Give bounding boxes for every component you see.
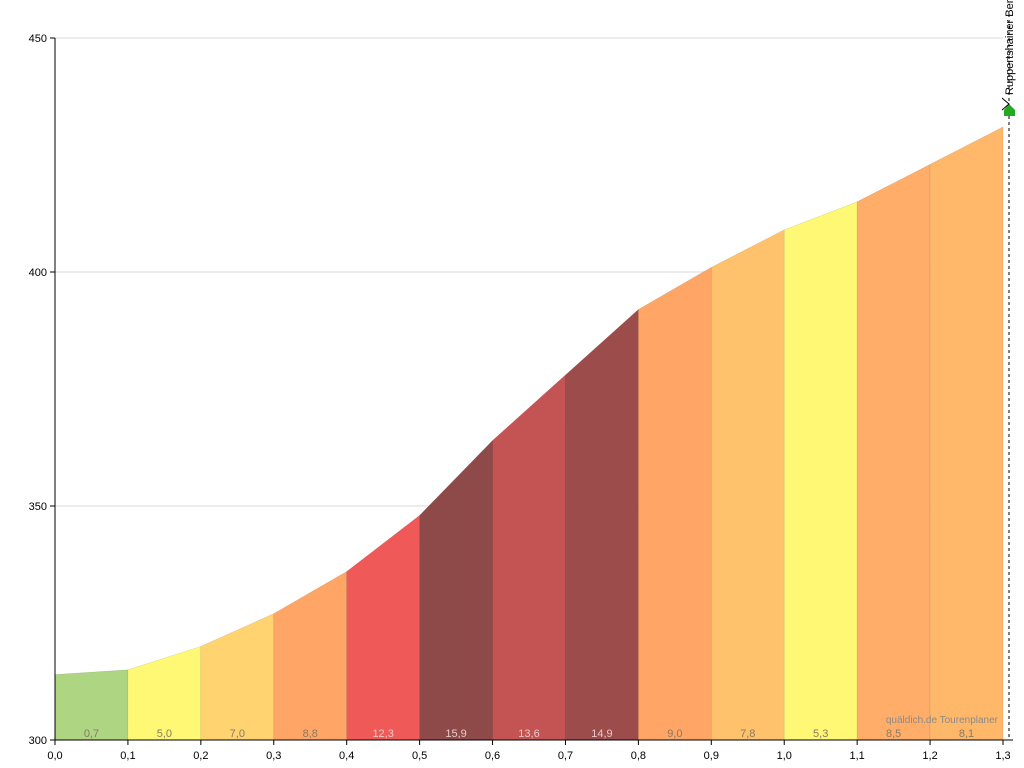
gradient-label: 8,5 <box>886 728 901 740</box>
gradient-segment <box>711 229 785 741</box>
x-tick-label: 0,0 <box>47 750 62 762</box>
gradient-label: 14,9 <box>591 728 612 740</box>
x-tick-label: 1,0 <box>777 750 792 762</box>
gradient-segment <box>929 126 1004 741</box>
x-tick-label: 0,3 <box>266 750 281 762</box>
gradient-segment <box>419 439 493 741</box>
gradient-segment <box>856 163 931 741</box>
y-tick-label: 350 <box>29 501 47 513</box>
gradient-segment <box>638 266 712 741</box>
gradient-label: 7,0 <box>230 728 245 740</box>
gradient-segment <box>492 374 566 741</box>
summit-flag-icon <box>1004 104 1015 116</box>
x-tick-label: 0,4 <box>339 750 354 762</box>
axes: 300 350 400 450 0,0 0,1 0,2 0,3 0,4 0,5 0,6 0,7 0,8 0… <box>29 33 1013 762</box>
x-tick-label: 0,1 <box>120 750 135 762</box>
gradient-label: 5,3 <box>813 728 828 740</box>
gradient-segment <box>273 571 347 741</box>
gradient-labels: 0,7 5,0 7,0 8,8 12,3 15,9 13,6 14,9 9,0 7,8 5,3 8,5… <box>84 728 974 740</box>
x-tick-label: 1,1 <box>850 750 865 762</box>
gradient-label: 7,8 <box>740 728 755 740</box>
gradient-label: 13,6 <box>518 728 539 740</box>
gradient-label: 15,9 <box>445 728 466 740</box>
gradient-label: 8,1 <box>959 728 974 740</box>
y-tick-label: 400 <box>29 267 47 279</box>
summit-arrow-icon <box>1001 97 1010 111</box>
x-tick-label: 0,9 <box>704 750 719 762</box>
y-tick-label: 300 <box>29 735 47 747</box>
x-tick-label: 0,6 <box>485 750 500 762</box>
gradient-label: 12,3 <box>372 728 393 740</box>
gradient-segments <box>54 126 1004 741</box>
summit-marker: Ruppertshainer Berg <box>1001 0 1016 740</box>
x-tick-label: 1,2 <box>922 750 937 762</box>
gradient-segment <box>783 201 858 741</box>
gradient-segment <box>565 308 639 741</box>
x-tick-label: 0,7 <box>558 750 573 762</box>
x-tick-label: 0,5 <box>412 750 427 762</box>
summit-label: Ruppertshainer Berg <box>1004 0 1016 95</box>
gradient-label: 5,0 <box>157 728 172 740</box>
x-tick-label: 1,3 <box>995 750 1010 762</box>
y-tick-label: 450 <box>29 33 47 45</box>
gradient-segment <box>127 645 202 741</box>
x-tick-label: 0,8 <box>631 750 646 762</box>
gradient-segment <box>200 613 275 741</box>
gradient-segment <box>346 514 420 741</box>
x-tick-label: 0,2 <box>193 750 208 762</box>
watermark: quäldich.de Tourenplaner <box>886 715 999 726</box>
gradient-label: 9,0 <box>667 728 682 740</box>
gradient-label: 8,8 <box>303 728 318 740</box>
gradient-label: 0,7 <box>84 728 99 740</box>
